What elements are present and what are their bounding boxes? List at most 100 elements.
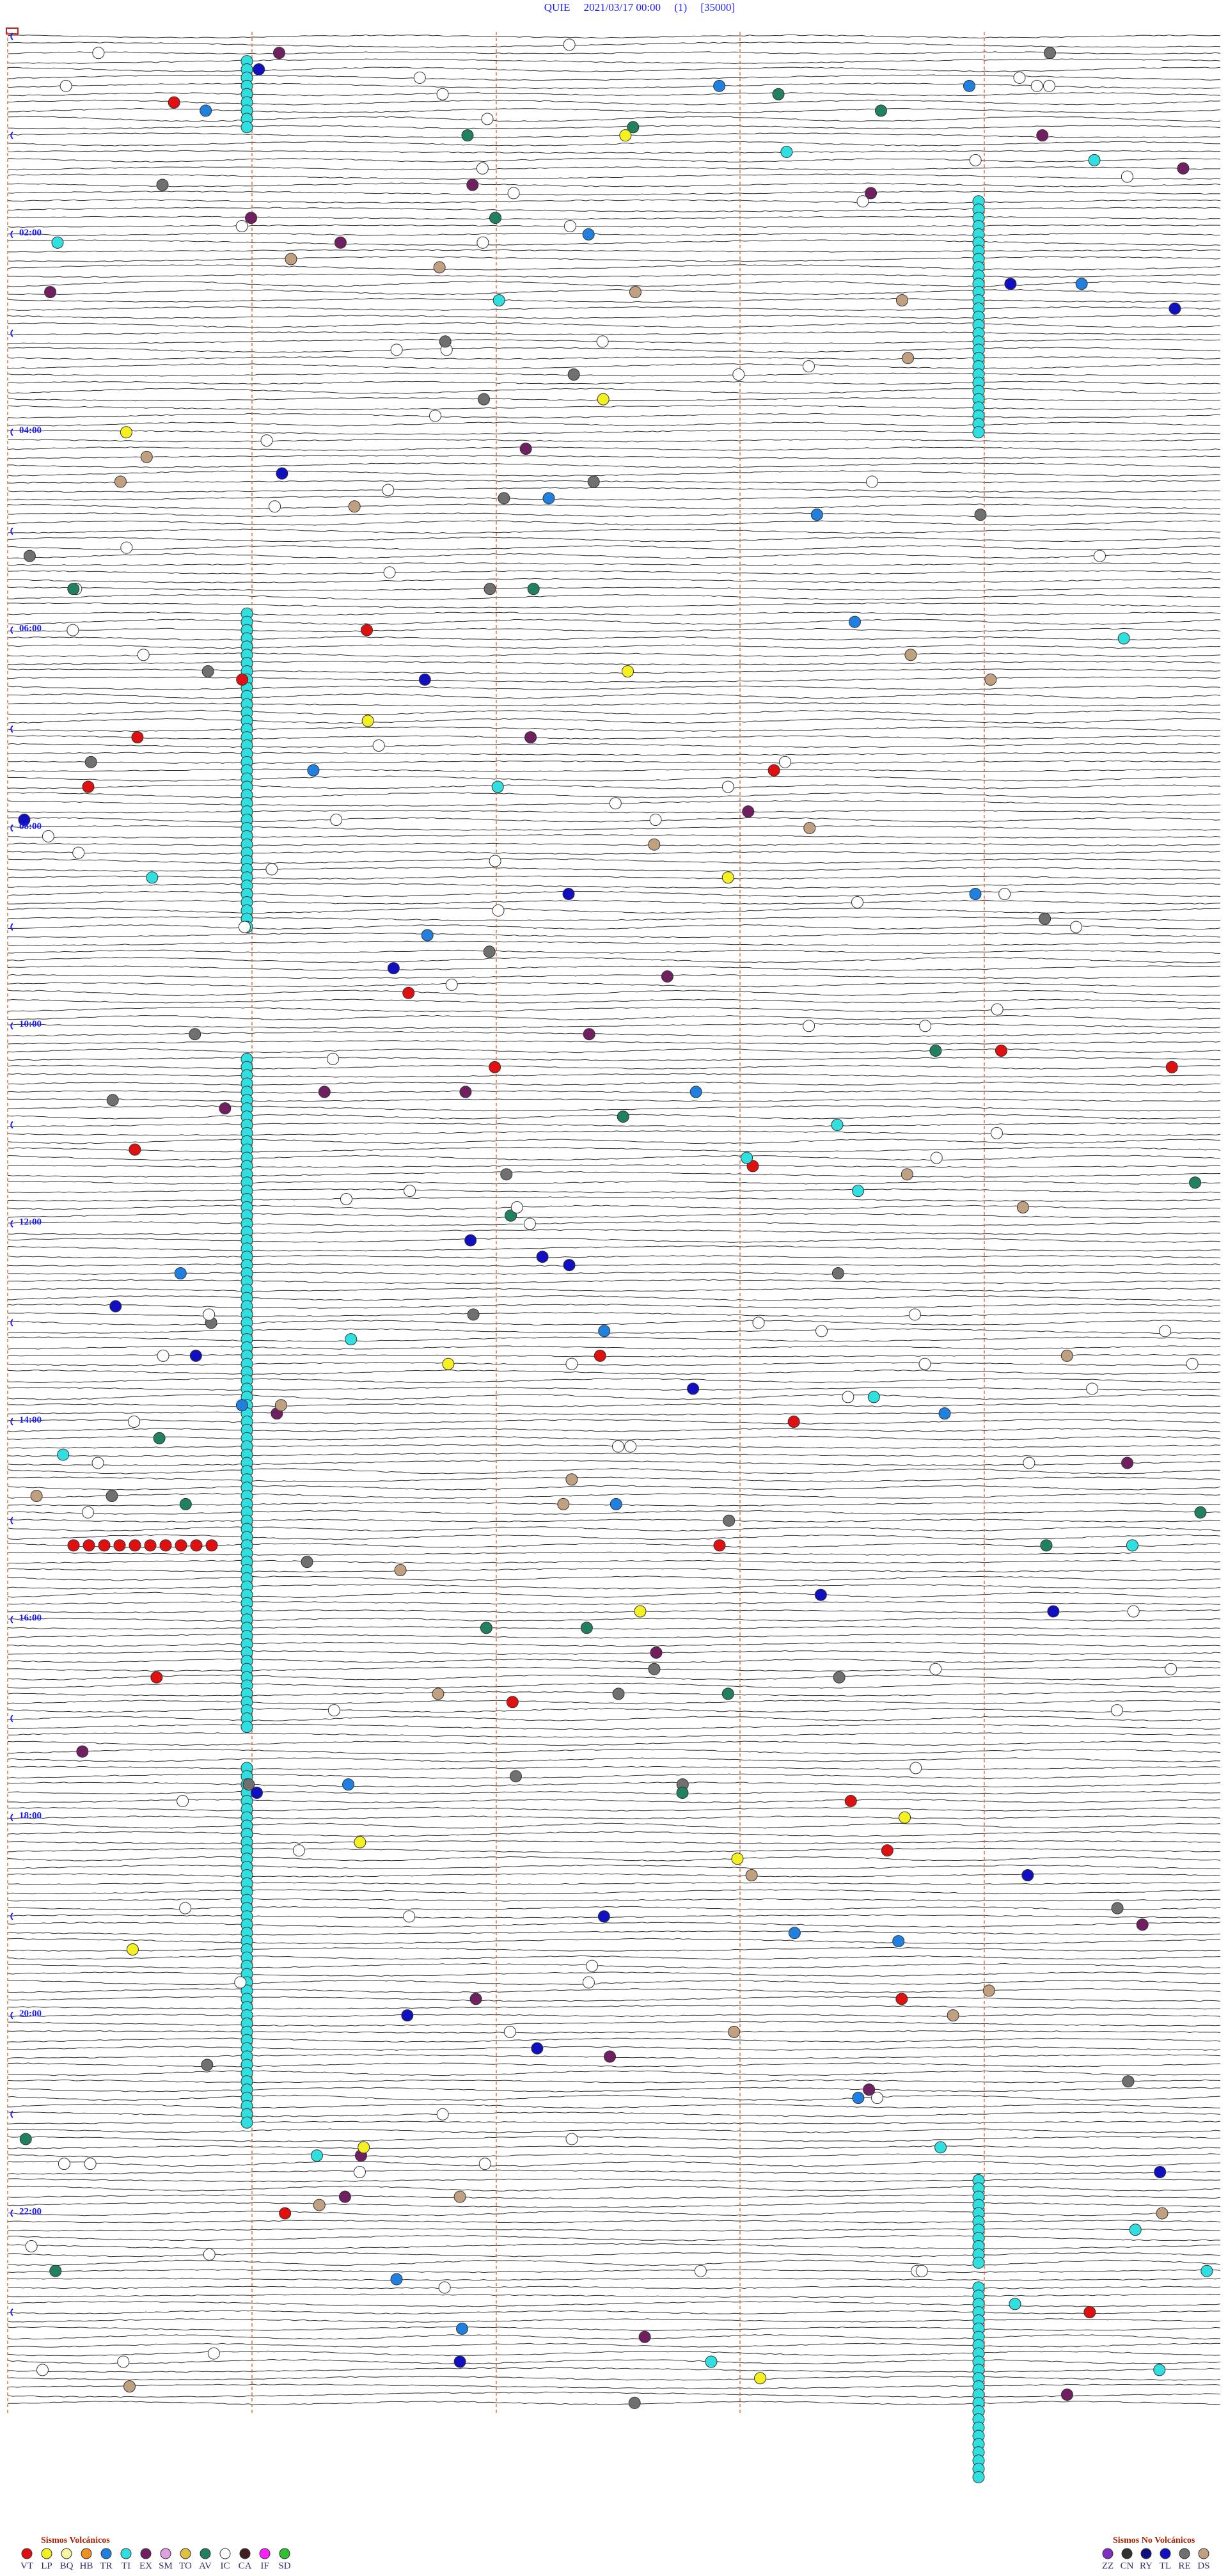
legend-swatch [1102,2548,1114,2559]
event-marker [629,286,642,299]
trace [7,924,1221,930]
event-marker [509,1770,522,1783]
trace [7,602,1221,609]
trace [7,356,1221,360]
trace [7,1452,1221,1457]
trace [7,1428,1221,1432]
event-marker [1154,2166,1167,2179]
legend-swatch [1198,2548,1209,2559]
event-marker [1047,1605,1060,1618]
trace [7,2234,1221,2241]
trace [7,2375,1221,2381]
trace [7,949,1221,954]
time-label: 16:00 [19,1613,42,1623]
event-marker [128,1416,141,1428]
event-marker [1088,154,1101,166]
event-marker [721,1687,734,1700]
hour-mark [10,2110,13,2119]
trace [7,784,1221,789]
trace [7,1791,1220,1795]
event-marker [1021,1869,1034,1881]
trace [7,1090,1220,1094]
trace [7,363,1221,370]
trace [7,1914,1221,1919]
trace [7,2367,1220,2373]
trace [7,2185,1221,2192]
trace [7,1180,1221,1185]
trace [7,1361,1221,1366]
trace [7,83,1221,90]
event-marker [51,236,64,249]
trace [7,1386,1221,1391]
guides [7,32,985,2413]
trace [7,1972,1221,1977]
legend-swatch [1121,2548,1133,2559]
trace [7,141,1220,146]
event-marker [260,434,273,447]
event-marker [582,1976,595,1989]
trace [7,480,1221,484]
event-marker [731,1853,744,1865]
event-marker [580,1622,593,1634]
trace [7,2293,1221,2298]
event-marker [802,360,815,373]
event-marker [598,1325,611,1338]
legend-code: ZZ [1102,2561,1114,2571]
event-marker [190,1539,203,1552]
trace [7,578,1221,583]
trace [7,2128,1221,2133]
trace [7,1799,1221,1803]
trace [7,512,1221,518]
event-marker [754,2372,767,2385]
event-marker [276,467,288,480]
event-marker [42,830,54,842]
trace [7,1229,1221,1235]
hour-mark [10,527,13,535]
trace [7,1864,1221,1870]
trace [7,388,1221,395]
trace [7,1938,1221,1945]
event-marker [1036,129,1049,142]
trace [7,280,1220,287]
event-marker [1194,1506,1207,1519]
trace [7,2030,1221,2034]
event-marker [972,426,985,439]
trace [7,743,1221,748]
legend-code: TI [122,2561,130,2571]
event-marker [881,1844,893,1857]
event-marker [354,1836,366,1849]
trace [7,562,1221,566]
event-marker [464,1234,477,1247]
event-marker [1016,1201,1029,1213]
trace [7,1723,1221,1730]
event-marker [483,945,496,958]
trace [7,429,1221,435]
event-marker [1023,1457,1035,1469]
trace [7,2094,1221,2101]
trace [7,1534,1221,1540]
event-marker [661,970,673,983]
trace [8,99,1221,106]
trace [7,965,1221,971]
event-marker [401,2009,414,2022]
event-marker [403,1910,416,1923]
trace [7,239,1221,246]
event-marker [1086,1382,1099,1395]
event-marker [648,1663,661,1675]
hour-mark [10,725,13,733]
event-marker [1039,912,1051,925]
event-marker [741,1151,753,1164]
legend-swatch [259,2548,271,2559]
trace [7,709,1221,716]
event-marker [342,1778,355,1791]
trace [7,1057,1221,1061]
trace [7,2121,1221,2124]
legend-code: IC [221,2561,230,2571]
event-marker [109,1300,122,1313]
event-marker [597,1910,610,1923]
trace [7,338,1221,345]
event-marker [895,294,908,306]
trace [7,1328,1221,1334]
hour-mark [10,230,13,239]
